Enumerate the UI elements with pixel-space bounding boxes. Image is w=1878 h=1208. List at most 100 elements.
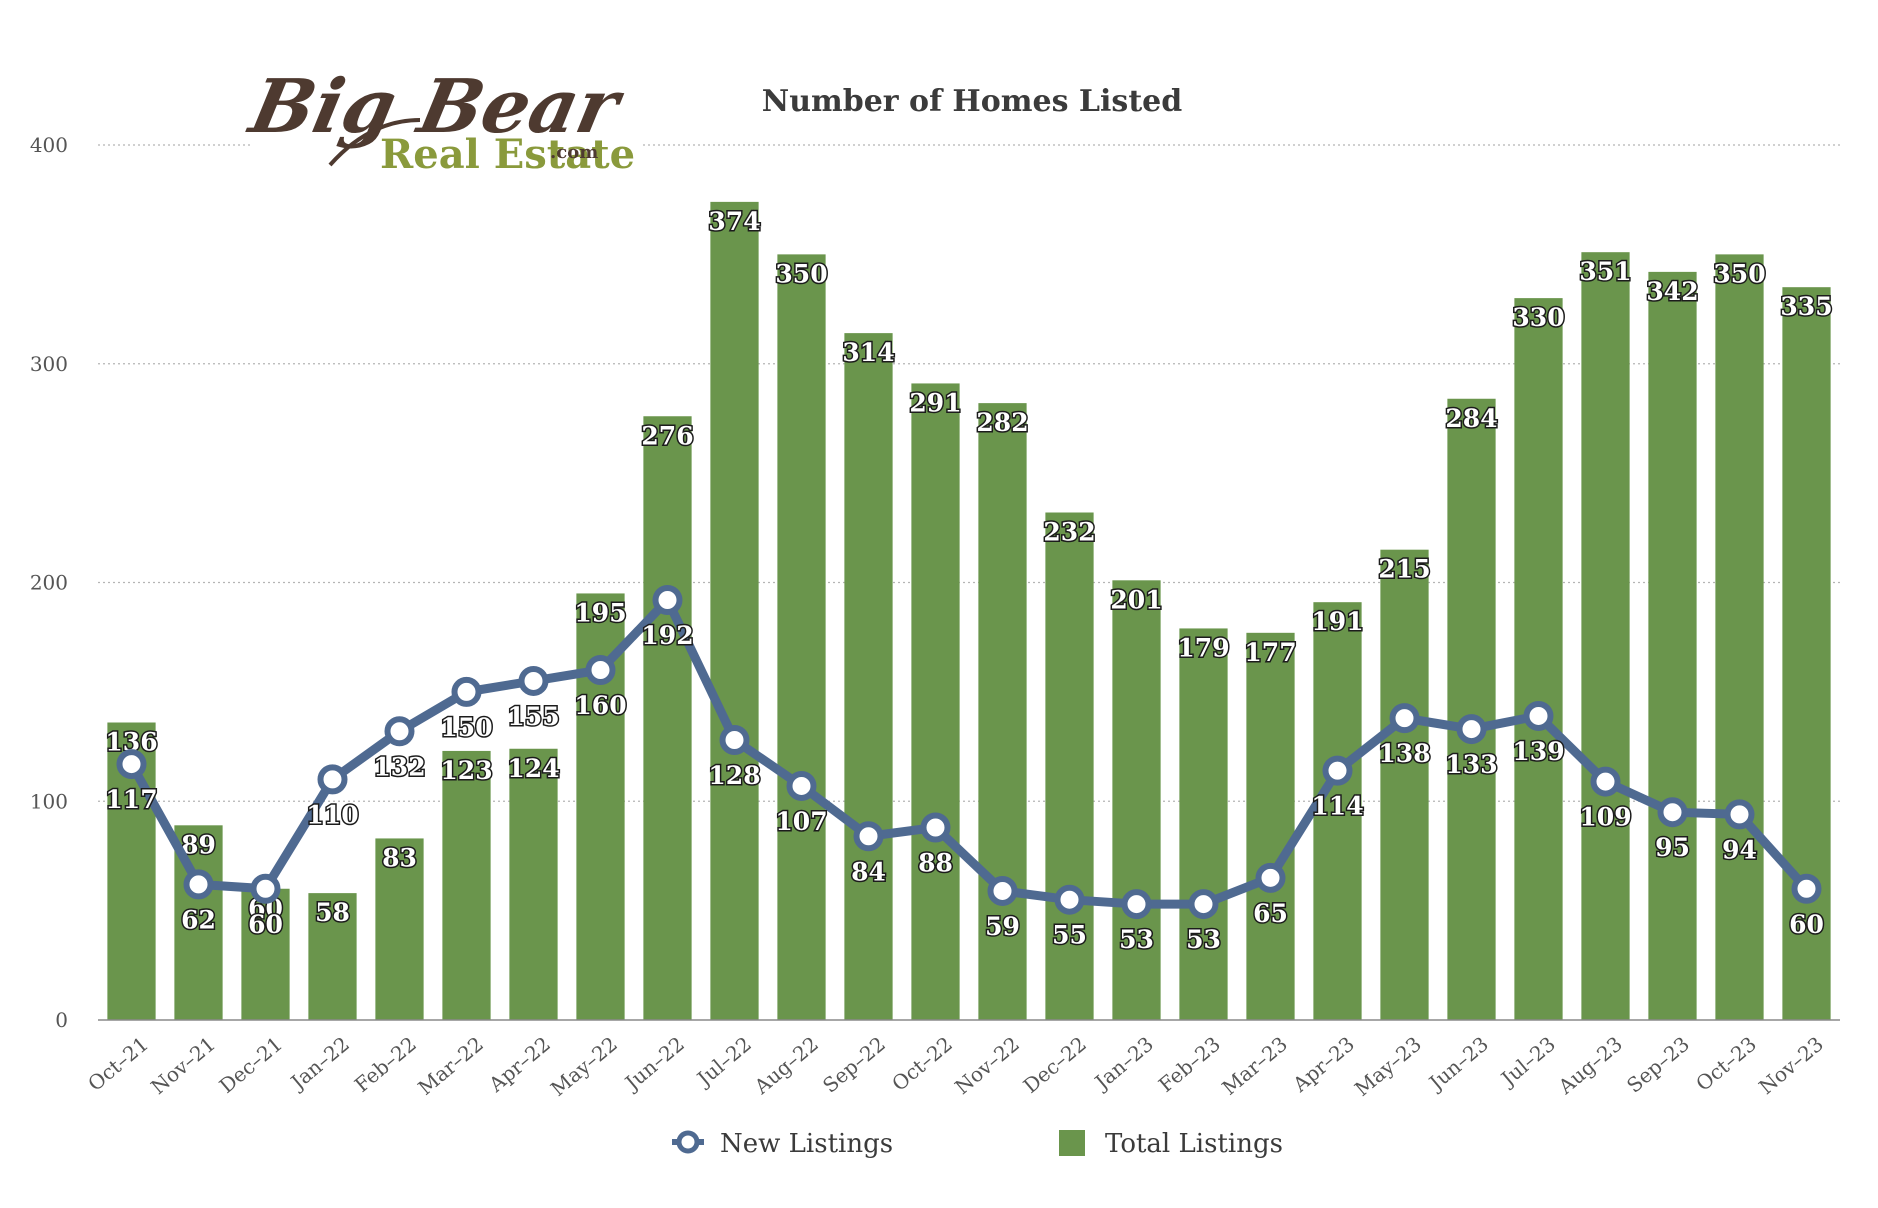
bar bbox=[1246, 632, 1295, 1020]
line-point bbox=[1054, 884, 1085, 915]
line-value-label: 62 bbox=[181, 905, 216, 934]
line-point bbox=[853, 821, 884, 852]
line-point bbox=[451, 676, 482, 707]
line-value-label: 94 bbox=[1722, 835, 1757, 864]
y-tick-label: 200 bbox=[30, 571, 68, 595]
x-tick-label: Aug–22 bbox=[749, 1032, 823, 1100]
bar-value-label: 201 bbox=[1110, 585, 1162, 614]
line-point bbox=[1322, 755, 1353, 786]
x-tick-label: Dec–22 bbox=[1018, 1032, 1091, 1098]
bar-value-label: 284 bbox=[1445, 404, 1497, 433]
bar-value-label: 58 bbox=[315, 898, 350, 927]
line-value-label: 107 bbox=[775, 807, 827, 836]
bar bbox=[643, 416, 692, 1020]
bar bbox=[1112, 580, 1161, 1020]
bar-value-label: 291 bbox=[909, 388, 961, 417]
bar-value-label: 351 bbox=[1579, 257, 1631, 286]
line-value-label: 160 bbox=[574, 691, 626, 720]
bar bbox=[710, 201, 759, 1020]
line-new-listings bbox=[116, 585, 1822, 920]
y-tick-label: 300 bbox=[30, 352, 68, 376]
bar bbox=[1514, 298, 1563, 1020]
bar bbox=[1581, 252, 1630, 1020]
bar bbox=[1179, 628, 1228, 1020]
line-point bbox=[1791, 873, 1822, 904]
bar-value-label: 215 bbox=[1378, 555, 1430, 584]
line-point bbox=[1590, 766, 1621, 797]
bar-value-label: 60 bbox=[248, 894, 283, 923]
bar bbox=[978, 403, 1027, 1020]
x-tick-label: May–22 bbox=[546, 1032, 622, 1101]
line-value-label: 139 bbox=[1512, 737, 1564, 766]
bar bbox=[509, 748, 558, 1020]
line-value-label: 138 bbox=[1378, 739, 1430, 768]
bar-value-label: 350 bbox=[775, 259, 827, 288]
line-point bbox=[1523, 700, 1554, 731]
bar bbox=[1313, 602, 1362, 1020]
bar-value-label: 195 bbox=[574, 598, 626, 627]
y-tick-label: 100 bbox=[30, 789, 68, 813]
x-tick-label: Feb–22 bbox=[350, 1032, 421, 1097]
x-tick-label: Jan–23 bbox=[1089, 1032, 1158, 1096]
x-tick-label: Mar–22 bbox=[413, 1032, 488, 1100]
x-tick-label: May–23 bbox=[1350, 1032, 1426, 1101]
bar-value-label: 191 bbox=[1311, 607, 1363, 636]
x-tick-label: Apr–22 bbox=[483, 1032, 555, 1097]
line-point bbox=[719, 725, 750, 755]
y-tick-label: 0 bbox=[55, 1008, 68, 1032]
x-tick-label: Jul–23 bbox=[1495, 1032, 1560, 1092]
line-value-label: 109 bbox=[1579, 803, 1631, 832]
line-point bbox=[786, 770, 817, 801]
line-point bbox=[1188, 889, 1219, 920]
line-point bbox=[585, 655, 616, 685]
legend-item-new-listings: New Listings bbox=[672, 1129, 893, 1159]
bar bbox=[1380, 549, 1429, 1020]
line-value-label: 53 bbox=[1186, 925, 1221, 954]
gridlines bbox=[98, 144, 1840, 802]
logo-real-estate-text: Real Estate bbox=[380, 131, 635, 178]
line-value-label: 55 bbox=[1052, 921, 1087, 950]
legend-label-new-listings: New Listings bbox=[720, 1129, 893, 1159]
bar bbox=[308, 893, 357, 1020]
line-value-label: 133 bbox=[1445, 750, 1497, 779]
logo-dotcom-text: .com bbox=[550, 142, 598, 163]
logo-big-bear-text: Big Bear bbox=[241, 63, 631, 150]
line-point bbox=[1724, 799, 1755, 830]
line-point bbox=[652, 585, 683, 615]
x-tick-label: Nov–21 bbox=[146, 1032, 220, 1099]
bar-value-label: 342 bbox=[1646, 277, 1698, 306]
bar bbox=[1045, 512, 1094, 1020]
x-tick-label: Oct–21 bbox=[83, 1032, 153, 1096]
line-point bbox=[1121, 889, 1152, 920]
bar-value-label: 179 bbox=[1177, 633, 1229, 662]
legend-marker-icon bbox=[676, 1130, 700, 1154]
line-point bbox=[250, 873, 281, 904]
bar-value-label: 314 bbox=[842, 338, 894, 367]
bar-value-label: 350 bbox=[1713, 259, 1765, 288]
line-point bbox=[920, 812, 951, 843]
line-value-label: 53 bbox=[1119, 925, 1154, 954]
line-value-label: 114 bbox=[1311, 792, 1363, 821]
x-tick-label: Sep–23 bbox=[1622, 1032, 1694, 1098]
x-tick-label: Jul–22 bbox=[691, 1032, 756, 1092]
bar bbox=[375, 838, 424, 1020]
bar-value-label: 276 bbox=[641, 421, 693, 450]
line-value-label: 65 bbox=[1253, 899, 1288, 928]
line-value-label: 95 bbox=[1655, 833, 1690, 862]
line-value-label: 150 bbox=[440, 713, 492, 742]
legend-item-total-listings: Total Listings bbox=[1059, 1129, 1283, 1159]
line-value-label: 60 bbox=[248, 910, 283, 939]
bar-value-label: 374 bbox=[708, 207, 760, 236]
bar bbox=[442, 750, 491, 1020]
line-point bbox=[116, 749, 147, 780]
x-tick-label: Aug–23 bbox=[1553, 1032, 1627, 1100]
line-point bbox=[987, 875, 1018, 906]
bar bbox=[777, 254, 826, 1020]
bar-value-label: 232 bbox=[1043, 518, 1095, 547]
line-value-label: 59 bbox=[985, 912, 1020, 941]
bar-value-label: 124 bbox=[507, 754, 559, 783]
line-data-labels: 117 62 60 110 132 150 155 160 192 128 107 84 88 59 55 5… bbox=[104, 620, 1825, 956]
x-tick-label: Nov–22 bbox=[950, 1032, 1024, 1099]
